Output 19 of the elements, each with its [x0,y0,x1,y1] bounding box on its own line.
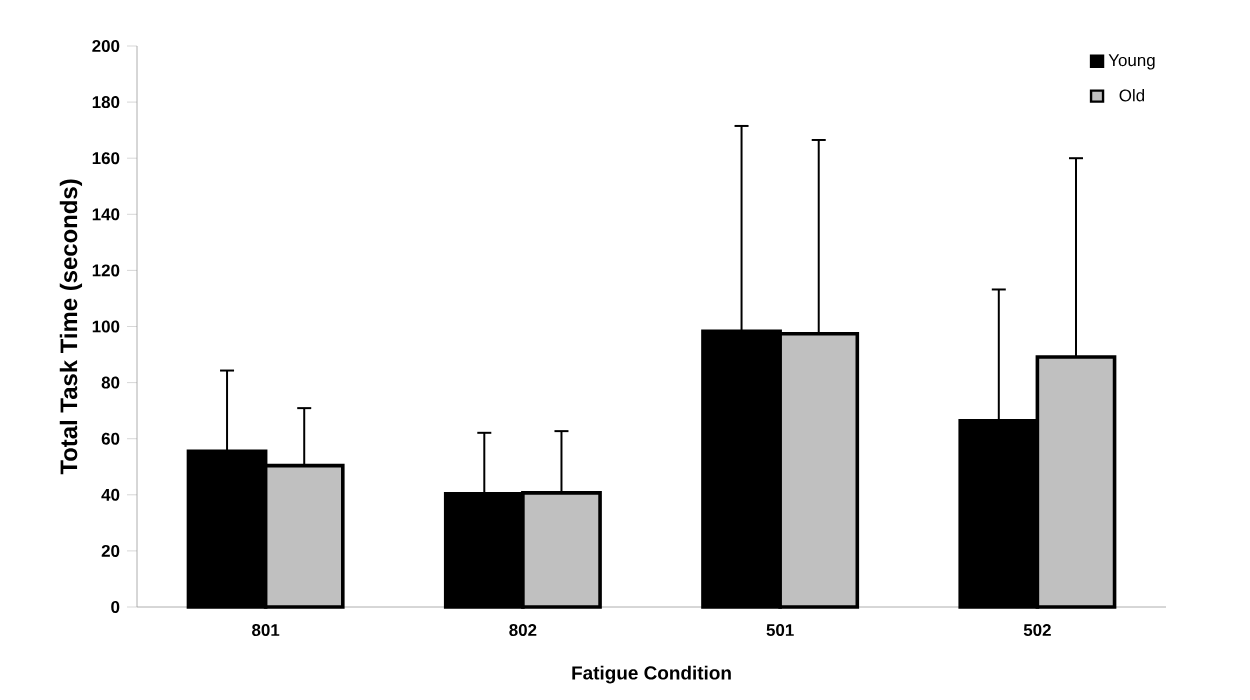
y-tick-label: 40 [101,488,120,501]
y-tick-label: 140 [92,208,120,221]
y-tick-label: 160 [92,152,120,165]
x-tick-label: 802 [509,624,537,637]
y-axis-title: Total Task Time (seconds) [59,179,83,475]
y-tick-label: 180 [92,96,120,109]
x-tick-label: 502 [1023,624,1051,637]
y-tick-label: 200 [92,40,120,52]
y-tick-label: 120 [92,264,120,277]
x-tick-label: 501 [766,624,794,637]
y-tick-label: 20 [101,544,120,557]
y-tick-label: 60 [101,432,120,445]
x-tick-label: 801 [252,624,280,637]
y-tick-label: 100 [92,320,120,333]
x-axis-title: Fatigue Condition [572,665,731,684]
legend-label: Young [1108,54,1155,70]
y-tick-label: 80 [101,376,120,389]
y-tick-label: 0 [111,601,120,613]
legend-label: Old [1119,88,1145,102]
